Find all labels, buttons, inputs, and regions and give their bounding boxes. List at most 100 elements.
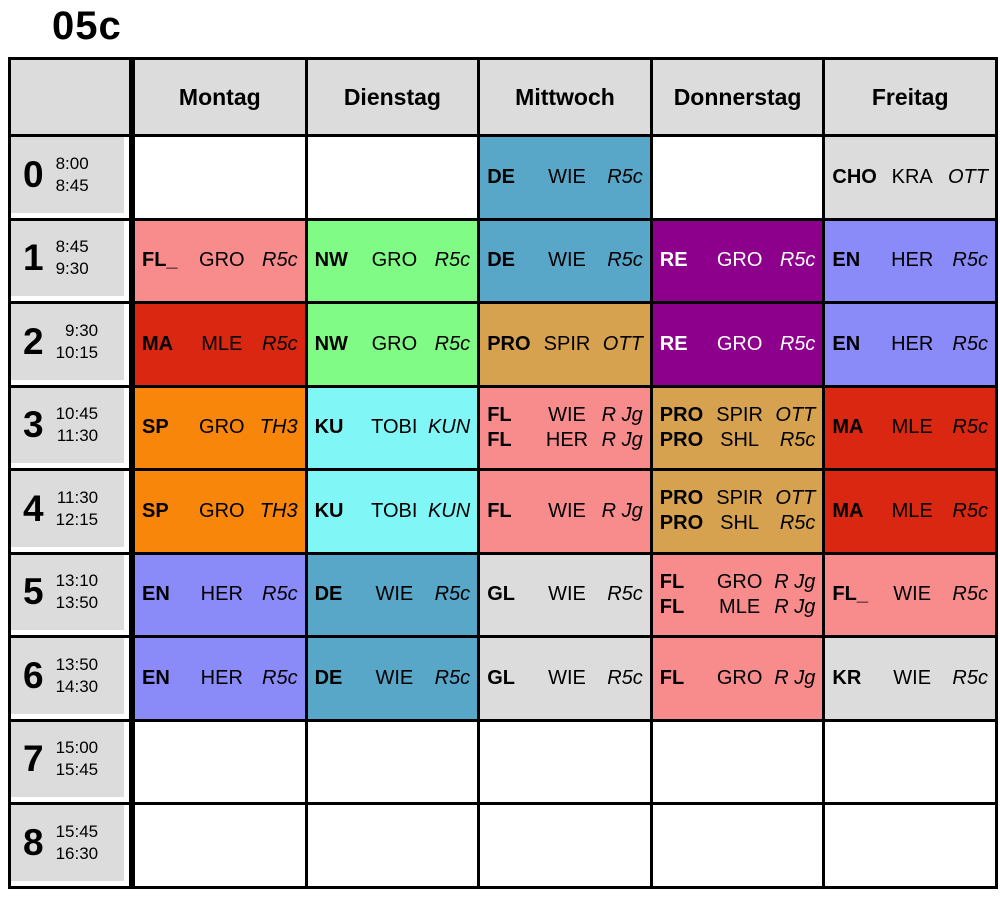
lesson-line: FL WIE R Jg <box>487 404 643 427</box>
lesson-teacher: GRO <box>371 332 418 355</box>
lesson-line: MA MLE R5c <box>832 416 988 439</box>
period-end-time: 9:30 <box>55 259 89 279</box>
lesson-teacher: WIE <box>548 249 586 272</box>
lesson-line: CHO KRA OTT <box>832 166 988 189</box>
lesson-teacher: MLE <box>891 499 933 522</box>
period-number: 3 <box>23 404 44 446</box>
period-label: 4 11:30 12:15 <box>11 471 124 547</box>
lesson-line: DE WIE R5c <box>487 166 643 189</box>
period-start-time: 13:50 <box>55 654 99 674</box>
period-number: 5 <box>23 571 44 613</box>
lesson-teacher: WIE <box>548 165 586 188</box>
period-start-time: 11:30 <box>56 487 99 507</box>
lesson-room: OTT <box>602 332 643 355</box>
lesson-room: R5c <box>952 332 988 355</box>
empty-cell-mittwoch-7 <box>480 721 650 802</box>
lesson-subject: MA <box>832 499 864 522</box>
lesson-subject: KR <box>832 666 862 689</box>
period-times: 13:50 14:30 <box>56 654 99 698</box>
lesson-line: GL WIE R5c <box>487 667 643 690</box>
lesson-line: FL MLE R Jg <box>660 596 816 619</box>
lesson-subject: NW <box>314 249 348 272</box>
lesson-subject: DE <box>314 583 343 606</box>
lesson-teacher: GRO <box>199 249 245 272</box>
period-label: 2 9:30 10:15 <box>11 304 124 380</box>
lesson-line: FL_ WIE R5c <box>832 583 988 606</box>
lesson-subject: PRO <box>659 428 704 451</box>
lesson-line: EN HER R5c <box>142 583 298 606</box>
lesson-cell-mittwoch-0: DE WIE R5c <box>480 137 650 218</box>
lesson-subject: PRO <box>659 403 704 426</box>
lesson-subject: RE <box>659 332 688 355</box>
lesson-teacher: GRO <box>199 416 245 439</box>
lesson-room: R Jg <box>774 666 816 689</box>
lesson-subject: SP <box>142 416 169 439</box>
lesson-subject: KU <box>314 416 344 439</box>
empty-cell-montag-0 <box>135 137 305 218</box>
period-end-time: 12:15 <box>55 509 99 529</box>
lesson-cell-dienstag-6: DE WIE R5c <box>307 638 478 719</box>
period-number: 4 <box>23 487 44 529</box>
lesson-subject: KU <box>314 499 344 522</box>
lesson-subject: EN <box>142 666 170 689</box>
lesson-line: PRO SPIR OTT <box>660 404 816 427</box>
lesson-subject: GL <box>487 666 515 689</box>
lesson-room: R5c <box>779 332 816 355</box>
lesson-subject: DE <box>487 249 515 272</box>
lesson-line: PRO SPIR OTT <box>487 333 643 356</box>
period-start-time: 15:00 <box>55 738 99 758</box>
lesson-cell-dienstag-4: KU TOBI KUN <box>307 471 478 552</box>
lesson-room: TH3 <box>259 499 298 522</box>
empty-cell-dienstag-8 <box>307 805 478 886</box>
lesson-line: DE WIE R5c <box>315 667 471 690</box>
class-title: 05c <box>52 4 122 48</box>
period-start-time: 13:10 <box>55 571 99 591</box>
lesson-subject: FL <box>487 428 512 451</box>
period-end-time: 13:50 <box>55 593 99 613</box>
lesson-subject: FL <box>487 403 512 426</box>
period-number: 6 <box>23 654 44 696</box>
lesson-cell-mittwoch-3: FL WIE R Jg FL HER R Jg <box>480 387 650 468</box>
day-header-freitag: Freitag <box>825 60 995 134</box>
lesson-subject: MA <box>142 332 174 355</box>
lesson-subject: FL <box>487 499 512 522</box>
lesson-cell-freitag-0: CHO KRA OTT <box>825 137 995 218</box>
lesson-cell-freitag-6: KR WIE R5c <box>825 638 995 719</box>
lesson-subject: EN <box>142 583 170 606</box>
period-cell-4: 4 11:30 12:15 <box>11 471 132 552</box>
lesson-line: DE WIE R5c <box>487 249 643 272</box>
lesson-room: R5c <box>607 583 643 606</box>
lesson-line: FL HER R Jg <box>487 429 643 452</box>
lesson-cell-montag-6: EN HER R5c <box>135 638 305 719</box>
lesson-line: RE GRO R5c <box>660 249 816 272</box>
lesson-line: GL WIE R5c <box>487 583 643 606</box>
period-number: 7 <box>23 738 44 780</box>
period-start-time: 10:45 <box>55 404 99 424</box>
lesson-cell-freitag-1: EN HER R5c <box>825 220 995 301</box>
lesson-cell-montag-1: FL_ GRO R5c <box>135 220 305 301</box>
lesson-teacher: SPIR <box>716 403 763 426</box>
lesson-cell-donnerstag-4: PRO SPIR OTT PRO SHL R5c <box>652 471 823 552</box>
lesson-teacher: MLE <box>891 416 933 439</box>
lesson-teacher: TOBI <box>371 499 418 522</box>
lesson-room: R5c <box>607 165 643 188</box>
lesson-teacher: HER <box>200 583 243 606</box>
period-cell-1: 1 8:45 9:30 <box>11 220 132 301</box>
lesson-line: NW GRO R5c <box>315 249 471 272</box>
period-times: 9:30 10:15 <box>56 320 99 364</box>
lesson-teacher: HER <box>200 666 243 689</box>
lesson-line: FL_ GRO R5c <box>142 249 298 272</box>
period-label: 5 13:10 13:50 <box>11 554 124 630</box>
lesson-subject: SP <box>142 499 169 522</box>
lesson-line: PRO SPIR OTT <box>660 487 816 510</box>
lesson-line: MA MLE R5c <box>142 333 298 356</box>
period-end-time: 11:30 <box>56 426 99 446</box>
lesson-room: R5c <box>607 249 643 272</box>
lesson-teacher: GRO <box>716 332 763 355</box>
period-number: 2 <box>23 320 44 362</box>
period-label: 8 15:45 16:30 <box>11 805 124 881</box>
period-end-time: 8:45 <box>55 175 89 195</box>
lesson-line: MA MLE R5c <box>832 500 988 523</box>
lesson-teacher: SPIR <box>716 487 763 510</box>
